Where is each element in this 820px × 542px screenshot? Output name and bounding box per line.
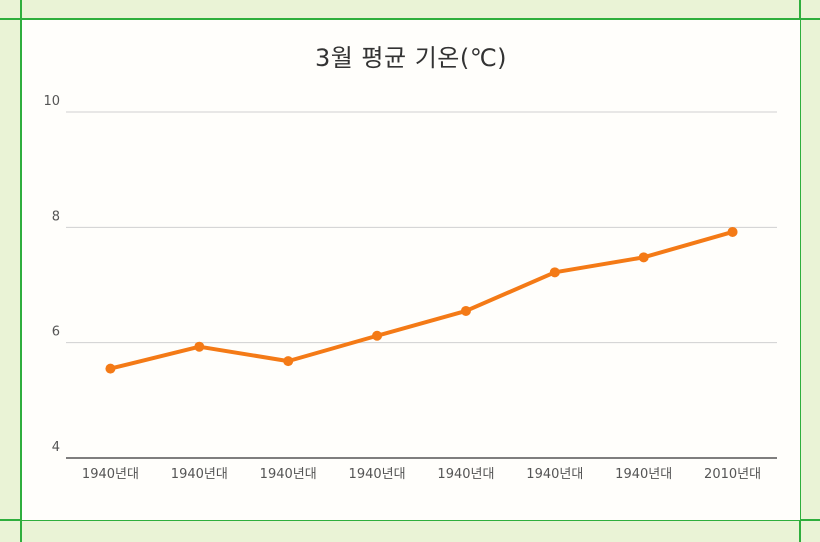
data-point xyxy=(194,341,205,352)
data-point xyxy=(638,252,649,263)
line-chart: 10 8 6 4 1940년대 1940년대 1940년대 1940년대 1940년대 1940년… xyxy=(43,94,777,482)
x-tick-label: 1940년대 xyxy=(526,467,583,482)
y-tick-label: 6 xyxy=(52,325,60,340)
x-tick-label: 1940년대 xyxy=(82,467,139,482)
data-point xyxy=(372,330,383,341)
series-line xyxy=(108,229,735,371)
x-tick-label: 1940년대 xyxy=(437,467,494,482)
guide-line-bottom xyxy=(0,519,820,521)
x-tick-label: 1940년대 xyxy=(171,467,228,482)
data-point xyxy=(460,305,471,316)
guide-line-right xyxy=(799,0,801,542)
guide-line-left xyxy=(20,0,22,542)
data-point xyxy=(549,267,560,278)
y-tick-label: 10 xyxy=(43,94,60,109)
x-tick-label: 1940년대 xyxy=(615,467,672,482)
y-tick-label: 4 xyxy=(52,440,60,455)
x-tick-label: 1940년대 xyxy=(349,467,406,482)
y-tick-label: 8 xyxy=(52,209,60,224)
data-point xyxy=(727,226,738,237)
guide-line-top xyxy=(0,18,820,20)
x-tick-label: 2010년대 xyxy=(704,467,761,482)
x-tick-label: 1940년대 xyxy=(260,467,317,482)
chart-title: 3월 평균 기온(℃) xyxy=(314,44,508,72)
data-point xyxy=(283,356,294,367)
chart-card: 3월 평균 기온(℃) 10 8 6 4 1940년대 1940년대 1940년대 1940년… xyxy=(22,20,800,520)
data-point xyxy=(105,363,116,374)
